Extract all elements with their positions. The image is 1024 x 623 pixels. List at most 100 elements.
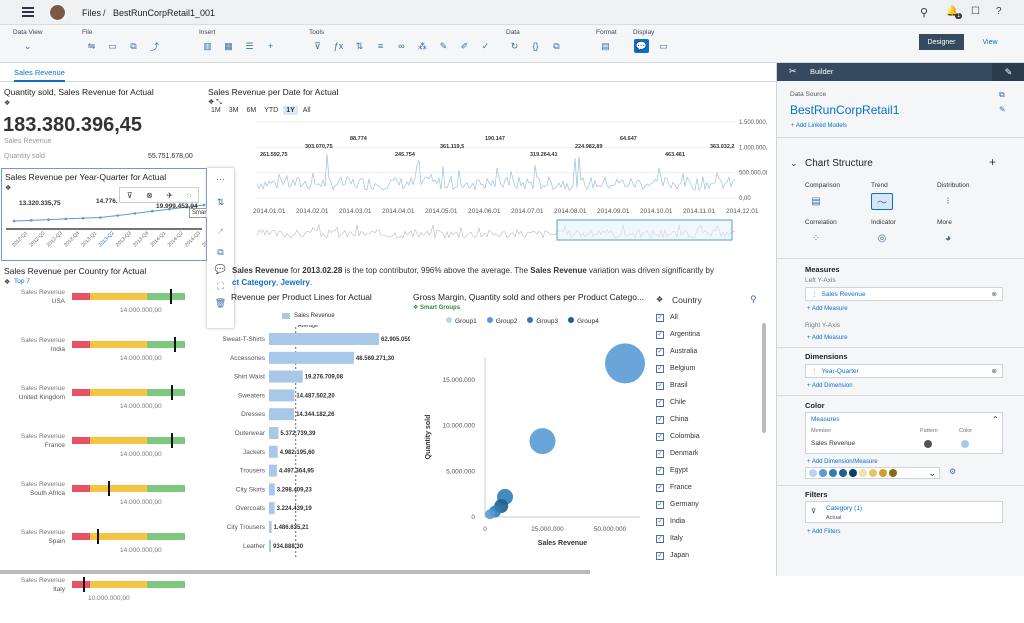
country-filter-item[interactable]: ✓ Germany (656, 496, 756, 513)
range-button-1m[interactable]: 1M (211, 107, 221, 114)
checkbox[interactable]: ✓ (656, 551, 664, 560)
copy-icon[interactable]: ⧉ (217, 247, 224, 257)
country-filter-item[interactable]: ✓ France (656, 479, 756, 496)
remove-icon[interactable]: ⊗ (991, 368, 997, 375)
lightbulb-icon[interactable]: ◌ (186, 190, 192, 200)
yq-data-point[interactable] (116, 214, 119, 217)
yq-data-point[interactable] (133, 212, 137, 215)
range-button-6m[interactable]: 6M (246, 107, 257, 114)
yq-data-point[interactable] (81, 216, 85, 220)
checkbox[interactable]: ✓ (656, 500, 664, 509)
kpi-tile[interactable]: Quantity sold, Sales Revenue for Actual … (0, 84, 203, 166)
filter-pill[interactable]: ⊽ Category (1) Actual (805, 501, 1003, 523)
checkbox[interactable]: ✓ (656, 449, 664, 458)
exclude-icon[interactable]: ⊗ (146, 190, 153, 200)
product-bar[interactable] (269, 483, 275, 496)
designer-tool-icon[interactable]: ✎ (992, 63, 1024, 81)
bullet-row[interactable]: Sales Revenue Spain 14.000.000,00 (0, 527, 205, 575)
product-bar[interactable] (269, 464, 277, 477)
legend-item[interactable]: Group2 (486, 317, 517, 325)
product-bar[interactable] (269, 521, 272, 533)
check-icon[interactable]: ✓ (481, 40, 490, 51)
view-button[interactable]: View (982, 38, 998, 46)
chart-type-icon[interactable]: ⁝ (946, 196, 950, 207)
bullet-row[interactable]: Sales Revenue South Africa 14.000.000,00 (0, 479, 205, 527)
bullet-row[interactable]: Sales Revenue France 14.000.000,00 (0, 431, 205, 479)
add-icon[interactable]: + (989, 155, 997, 169)
avatar[interactable] (49, 4, 66, 21)
yq-data-point[interactable] (202, 203, 206, 207)
product-bar[interactable] (269, 445, 278, 458)
chart-type-correlation[interactable]: Correlation ⁘ (805, 219, 855, 247)
add-icon[interactable]: + (267, 41, 274, 51)
add-measure-link[interactable]: + Add Measure (807, 306, 848, 312)
pin-icon[interactable]: ✈ (166, 190, 173, 200)
bubble[interactable] (485, 509, 495, 520)
range-button-all[interactable]: All (302, 107, 311, 114)
chart-type-icon[interactable]: 〜 (871, 193, 893, 210)
copy-icon[interactable]: ⧉ (999, 90, 1005, 99)
notifications-icon[interactable]: 🔔 (946, 6, 959, 17)
country-filter-item[interactable]: ✓ Italy (656, 530, 756, 547)
chevron-down-icon[interactable]: ⌄ (24, 41, 32, 51)
add-measure-link[interactable]: + Add Measure (807, 335, 848, 341)
range-button-3m[interactable]: 3M (228, 107, 239, 114)
country-filter-item[interactable]: ✓ China (656, 411, 756, 428)
checkbox[interactable]: ✓ (656, 415, 664, 424)
country-filter-item[interactable]: ✓ Colombia (656, 428, 756, 445)
product-bar[interactable] (269, 502, 275, 515)
checkbox[interactable]: ✓ (656, 347, 664, 356)
color-palette-select[interactable]: ⌄ (805, 467, 940, 479)
fullscreen-icon[interactable]: ⛶ (217, 281, 224, 291)
bullet-row[interactable]: Sales Revenue USA 14.000.000,00 (0, 287, 205, 335)
copy-icon[interactable]: ⧉ (130, 40, 137, 51)
feedback-icon[interactable]: ☐ (971, 6, 980, 17)
search-icon[interactable]: ⚲ (750, 294, 757, 304)
chart-type-indicator[interactable]: Indicator ◎ (871, 219, 921, 247)
scrollbar[interactable] (762, 323, 766, 433)
legend-item[interactable]: Group3 (527, 317, 558, 325)
chart-type-trend[interactable]: Trend 〜 (871, 182, 921, 210)
chart-type-comparison[interactable]: Comparison ▤ (805, 182, 855, 210)
align-icon[interactable]: ≡ (377, 41, 384, 51)
checkbox[interactable]: ✓ (656, 330, 664, 339)
nodes-icon[interactable]: ⁂ (418, 40, 427, 51)
bubble-chart-tile[interactable]: Gross Margin, Quantity sold and others p… (410, 289, 650, 569)
country-filter-item[interactable]: ✓ Denmark (656, 445, 756, 462)
add-linked-models-link[interactable]: + Add Linked Models (791, 123, 847, 129)
yq-data-point[interactable] (12, 219, 16, 223)
country-filter-item[interactable]: ✓ India (656, 513, 756, 530)
layout-icon[interactable]: ▭ (659, 40, 668, 51)
bubble[interactable] (529, 428, 556, 455)
country-chart-tile[interactable]: Sales Revenue per Country for Actual ❖ T… (0, 263, 205, 602)
sort-icon[interactable]: ⇅ (355, 40, 364, 51)
checkbox[interactable]: ✓ (656, 381, 664, 390)
bullet-row[interactable]: Sales Revenue India 14.000.000,00 (0, 335, 205, 383)
country-filter-item[interactable]: ✓ All (656, 309, 756, 326)
chart-icon[interactable]: ▥ (203, 40, 212, 51)
navigator-selection[interactable] (556, 219, 733, 241)
yq-data-point[interactable] (168, 207, 171, 211)
chevron-down-icon[interactable]: ⌄ (790, 158, 798, 168)
insight-link[interactable]: Jewelry (280, 278, 310, 287)
sort-icon[interactable]: ⇅ (216, 197, 225, 207)
tab-sales-revenue[interactable]: Sales Revenue (14, 68, 65, 82)
bubble[interactable] (605, 343, 645, 384)
checkbox[interactable]: ✓ (656, 398, 664, 407)
add-dimension-measure-link[interactable]: + Add Dimension/Measure (807, 459, 878, 465)
country-filter-item[interactable]: ✓ Japan (656, 547, 756, 564)
export-icon[interactable]: ⤴ (149, 41, 159, 52)
product-bar[interactable] (269, 351, 354, 364)
chart-type-distribution[interactable]: Distribution ⁝ (937, 182, 987, 210)
refresh-icon[interactable]: ↻ (510, 40, 519, 51)
search-icon[interactable]: ⚲ (920, 7, 929, 19)
collapse-icon[interactable]: ⌃ (992, 415, 999, 424)
filter-icon[interactable]: ⊽ (314, 40, 321, 51)
chart-type-icon[interactable]: ▤ (811, 196, 821, 207)
checkbox[interactable]: ✓ (656, 364, 664, 373)
breadcrumb-files[interactable]: Files (82, 8, 102, 18)
yq-data-point[interactable] (64, 217, 68, 221)
checkbox[interactable]: ✓ (656, 313, 664, 322)
checkbox[interactable]: ✓ (656, 534, 664, 543)
legend-item[interactable]: Group1 (446, 317, 477, 325)
